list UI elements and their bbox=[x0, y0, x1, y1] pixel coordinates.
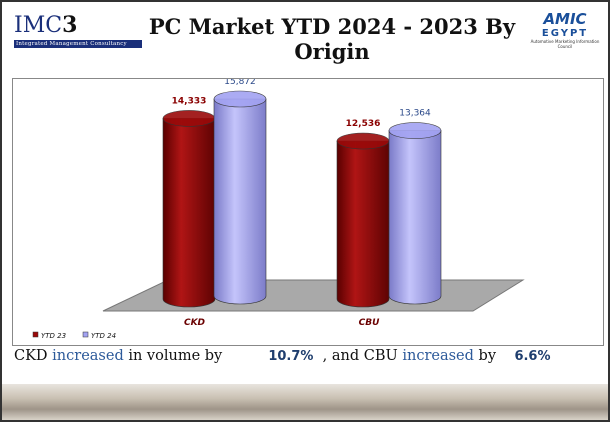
x-tick-label: CBU bbox=[359, 318, 380, 328]
text: in volume by bbox=[128, 348, 223, 364]
x-tick-label: CKD bbox=[184, 318, 206, 328]
percent: 10.7% bbox=[268, 349, 314, 364]
chart-area: CKD 14,333 15,872 CBU 12,536 13,364 YTD 23 YTD … bbox=[12, 77, 604, 346]
legend-marker bbox=[32, 331, 39, 338]
logo-text: IMC bbox=[14, 13, 63, 38]
summary: CKD increased in volume by 10.7% , and C… bbox=[14, 348, 551, 364]
percent: 6.6% bbox=[514, 349, 551, 364]
bar-top bbox=[388, 122, 442, 139]
imc-logo: IMC3 Integrated Management Consultancy bbox=[14, 12, 142, 48]
legend-label: YTD 23 bbox=[41, 332, 66, 340]
legend-label: YTD 24 bbox=[91, 332, 116, 340]
chart-title: PC Market YTD 2024 - 2023 By Origin bbox=[148, 14, 516, 64]
amic-logo: AMIC EGYPT Automotive Marketing Informat… bbox=[527, 10, 603, 49]
text: increased bbox=[52, 348, 124, 364]
text: increased bbox=[402, 348, 474, 364]
bar bbox=[162, 118, 216, 308]
value-label: 12,536 bbox=[346, 119, 381, 129]
logo-text: AMIC bbox=[543, 10, 587, 28]
bar-top bbox=[162, 110, 216, 127]
photo-strip bbox=[2, 384, 608, 420]
text: by bbox=[478, 348, 497, 364]
value-label: 14,333 bbox=[172, 96, 207, 106]
value-label: 15,872 bbox=[224, 79, 256, 87]
bar-top bbox=[213, 90, 267, 108]
legend-marker bbox=[82, 331, 89, 338]
logo-number: 3 bbox=[62, 12, 78, 38]
text: , and CBU bbox=[322, 348, 398, 364]
logo-caption: Integrated Management Consultancy bbox=[14, 40, 142, 48]
bar bbox=[388, 130, 442, 305]
logo-caption: Automotive Marketing Information Council bbox=[530, 39, 600, 49]
value-label: 13,364 bbox=[399, 109, 431, 119]
chart: CKD 14,333 15,872 CBU 12,536 13,364 YTD 23 YTD … bbox=[32, 77, 525, 340]
bar bbox=[213, 98, 267, 305]
bar bbox=[336, 140, 390, 308]
logo-sub: EGYPT bbox=[541, 28, 589, 39]
bar-top bbox=[336, 132, 390, 150]
text: CKD bbox=[14, 348, 48, 364]
